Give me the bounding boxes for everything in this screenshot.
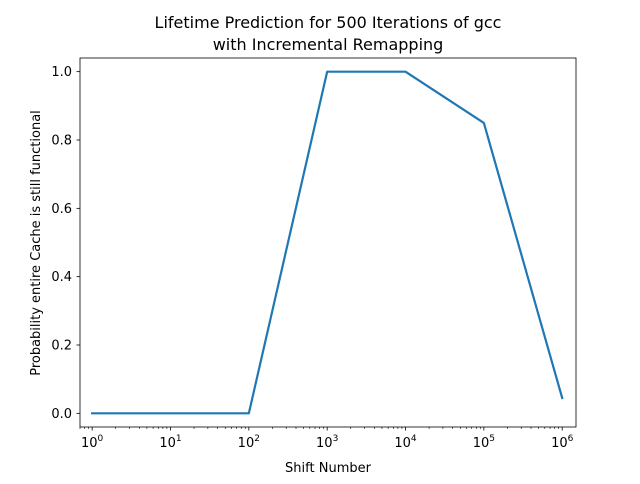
series-line <box>91 70 564 415</box>
x-tick-label: 100 <box>81 434 104 451</box>
x-tick-label: 104 <box>394 434 417 451</box>
plot-frame <box>79 57 577 428</box>
y-tick-label: 0.6 <box>51 202 72 217</box>
y-tick-label: 0.4 <box>51 270 72 285</box>
x-tick-label: 103 <box>316 434 338 451</box>
y-tick-label: 0.8 <box>51 134 72 149</box>
x-tick-label: 102 <box>238 434 260 451</box>
plot-area: 100 101 102 103 104 105 106 0.0 0.2 0.4 0.6 0.8 1.0 <box>51 57 577 451</box>
chart-title-line-1: Lifetime Prediction for 500 Iterations o… <box>155 13 502 32</box>
x-tick-label: 106 <box>551 434 574 451</box>
x-tick-label: 105 <box>473 434 495 451</box>
x-tick-label: 101 <box>159 434 181 451</box>
y-axis-label: Probability entire Cache is still functi… <box>29 110 44 376</box>
y-tick-label: 0.2 <box>51 339 72 354</box>
chart-title-line-2: with Incremental Remapping <box>213 35 444 54</box>
y-tick-label: 1.0 <box>51 65 72 80</box>
x-axis-label: Shift Number <box>285 461 372 476</box>
y-tick-label: 0.0 <box>51 407 72 422</box>
